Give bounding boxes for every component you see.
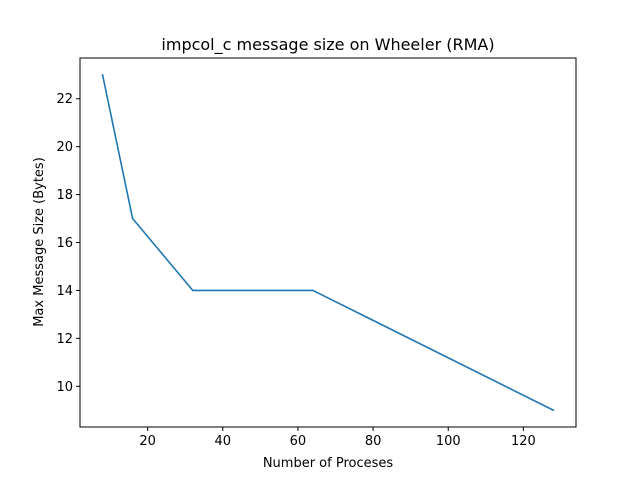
y-tick-label: 18 (56, 188, 73, 203)
y-tick-label: 10 (56, 380, 73, 395)
data-point (101, 73, 104, 76)
x-tick-label: 60 (290, 434, 307, 449)
x-axis-label: Number of Proceses (263, 456, 394, 471)
data-point (191, 289, 194, 292)
series-layer (101, 73, 555, 412)
x-tick-label: 80 (365, 434, 382, 449)
y-tick-label: 20 (56, 140, 73, 155)
chart-title: impcol_c message size on Wheeler (RMA) (161, 35, 494, 55)
x-tick-label: 120 (511, 434, 536, 449)
plot-area: 20 40 60 80 100 120 10 12 14 16 18 20 22 (56, 57, 577, 449)
data-point (552, 409, 555, 412)
data-point (312, 289, 314, 292)
y-tick-label: 14 (56, 284, 73, 299)
y-axis-label: Max Message Size (Bytes) (32, 157, 47, 327)
x-tick-label: 100 (436, 434, 461, 449)
y-tick-label: 12 (56, 332, 73, 347)
y-tick-label: 16 (56, 236, 73, 251)
y-axis: 10 12 14 16 18 20 22 (56, 92, 80, 395)
data-point (131, 217, 134, 220)
x-axis: 20 40 60 80 100 120 (139, 427, 536, 449)
x-tick-label: 40 (215, 434, 232, 449)
x-tick-label: 20 (139, 434, 156, 449)
y-tick-label: 22 (56, 92, 73, 107)
